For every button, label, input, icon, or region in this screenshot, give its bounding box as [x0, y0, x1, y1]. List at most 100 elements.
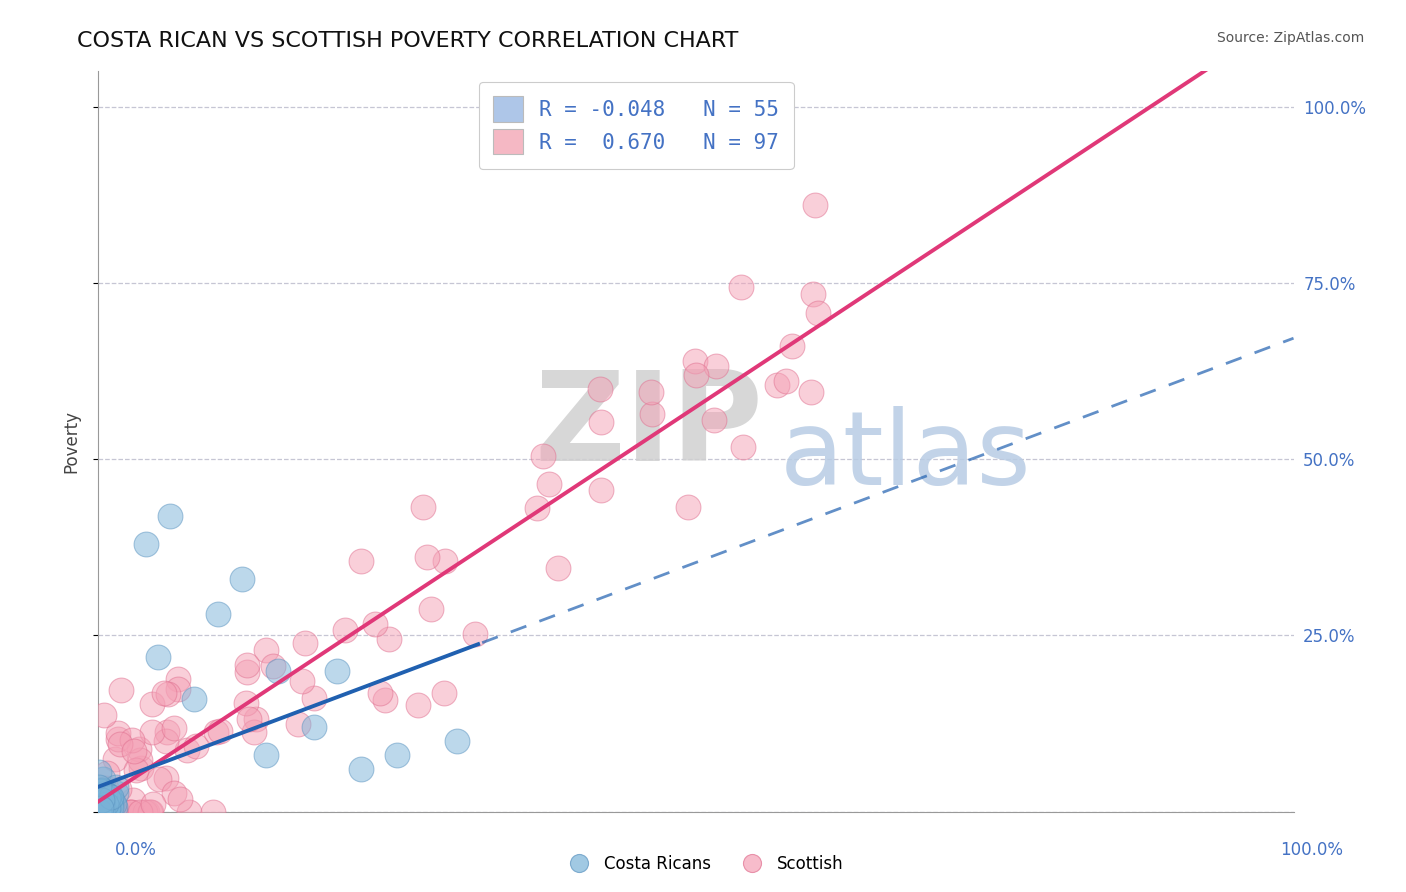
- Legend: R = -0.048   N = 55, R =  0.670   N = 97: R = -0.048 N = 55, R = 0.670 N = 97: [479, 82, 793, 169]
- Point: [235, 696, 257, 710]
- Point: [433, 554, 456, 568]
- Point: [93, 798, 115, 813]
- Point: [364, 617, 387, 632]
- Point: [800, 384, 823, 399]
- Point: [129, 761, 152, 775]
- Point: [97, 797, 120, 812]
- Point: [120, 805, 142, 819]
- Point: [231, 572, 253, 586]
- Point: [90, 794, 112, 808]
- Point: [291, 673, 314, 688]
- Point: [591, 415, 613, 429]
- Point: [350, 554, 373, 568]
- Point: [419, 601, 441, 615]
- Point: [167, 672, 190, 686]
- Point: [267, 664, 290, 678]
- Point: [156, 725, 179, 739]
- Text: COSTA RICAN VS SCOTTISH POVERTY CORRELATION CHART: COSTA RICAN VS SCOTTISH POVERTY CORRELAT…: [77, 31, 738, 51]
- Point: [204, 725, 226, 739]
- Y-axis label: Poverty: Poverty: [62, 410, 80, 473]
- Point: [135, 537, 157, 551]
- Point: [163, 786, 186, 800]
- Text: atlas: atlas: [779, 406, 1032, 507]
- Point: [156, 687, 179, 701]
- Point: [446, 734, 468, 748]
- Point: [103, 797, 125, 811]
- Point: [238, 712, 260, 726]
- Point: [128, 741, 150, 756]
- Point: [89, 797, 111, 811]
- Point: [166, 681, 188, 696]
- Point: [235, 657, 257, 672]
- Point: [179, 805, 201, 819]
- Point: [155, 771, 177, 785]
- Point: [302, 690, 325, 705]
- Point: [104, 786, 127, 800]
- Point: [703, 412, 725, 426]
- Point: [129, 753, 152, 767]
- Point: [90, 798, 112, 813]
- Point: [91, 788, 114, 802]
- Point: [94, 799, 117, 814]
- Point: [120, 805, 142, 819]
- Point: [531, 449, 554, 463]
- Point: [801, 286, 824, 301]
- Point: [141, 698, 163, 712]
- Point: [91, 796, 114, 810]
- Point: [408, 698, 430, 712]
- Point: [432, 686, 454, 700]
- Point: [93, 786, 115, 800]
- Point: [90, 799, 112, 814]
- Point: [121, 732, 143, 747]
- Point: [94, 793, 117, 807]
- Point: [87, 797, 110, 811]
- Legend: Costa Ricans, Scottish: Costa Ricans, Scottish: [555, 848, 851, 880]
- Point: [730, 280, 752, 294]
- Point: [374, 693, 396, 707]
- Point: [118, 805, 141, 819]
- Point: [589, 382, 612, 396]
- Text: 0.0%: 0.0%: [115, 840, 157, 858]
- Point: [254, 748, 277, 763]
- Point: [90, 783, 112, 797]
- Point: [104, 800, 127, 814]
- Point: [125, 763, 148, 777]
- Point: [141, 725, 163, 739]
- Point: [775, 375, 797, 389]
- Point: [94, 780, 117, 795]
- Point: [148, 772, 170, 786]
- Point: [90, 784, 112, 798]
- Point: [209, 724, 232, 739]
- Point: [91, 772, 114, 787]
- Point: [100, 791, 122, 805]
- Point: [103, 805, 125, 819]
- Point: [416, 550, 439, 565]
- Point: [100, 789, 122, 804]
- Point: [96, 791, 118, 805]
- Point: [176, 742, 198, 756]
- Point: [159, 508, 181, 523]
- Point: [129, 805, 152, 819]
- Point: [780, 339, 803, 353]
- Point: [169, 792, 191, 806]
- Text: ZIP: ZIP: [534, 367, 763, 487]
- Point: [103, 752, 125, 766]
- Point: [110, 682, 132, 697]
- Point: [135, 805, 157, 819]
- Point: [184, 739, 207, 754]
- Point: [640, 385, 662, 400]
- Point: [122, 744, 145, 758]
- Point: [804, 198, 827, 212]
- Point: [96, 766, 118, 780]
- Point: [139, 805, 162, 819]
- Point: [287, 716, 309, 731]
- Point: [676, 500, 699, 515]
- Point: [93, 800, 115, 814]
- Point: [94, 805, 117, 819]
- Point: [526, 501, 548, 516]
- Point: [100, 800, 122, 814]
- Point: [641, 407, 664, 421]
- Point: [183, 692, 205, 706]
- Point: [294, 635, 316, 649]
- Point: [96, 805, 118, 819]
